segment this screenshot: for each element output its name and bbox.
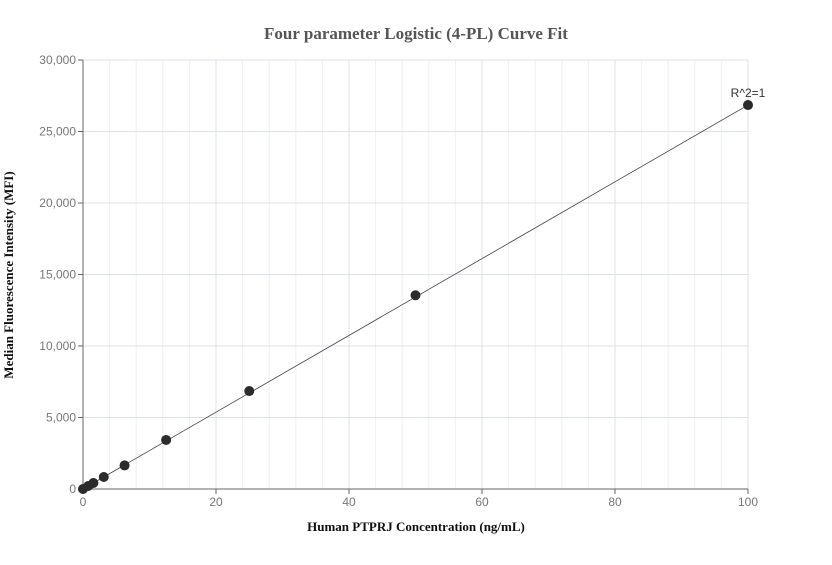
axes: 0 5,000 10,000 15,000 20,000 25,000 30,000 0 20 4… xyxy=(39,53,758,509)
x-tick-label: 40 xyxy=(342,495,356,509)
y-tick-label: 0 xyxy=(69,482,76,496)
x-tick-label: 0 xyxy=(80,495,87,509)
y-tick-label: 10,000 xyxy=(39,339,76,353)
x-tick-label: 100 xyxy=(738,495,758,509)
gridlines xyxy=(83,59,749,489)
y-tick-label: 15,000 xyxy=(39,268,76,282)
data-points xyxy=(78,100,753,494)
data-point xyxy=(119,460,130,471)
annotations: R^2=1 xyxy=(731,86,766,100)
y-tick-label: 30,000 xyxy=(39,53,76,67)
data-point xyxy=(410,290,421,301)
chart-title: Four parameter Logistic (4-PL) Curve Fit xyxy=(264,24,568,43)
data-point xyxy=(98,471,109,482)
y-tick-label: 20,000 xyxy=(39,196,76,210)
x-tick-label: 60 xyxy=(475,495,489,509)
x-axis-title: Human PTPRJ Concentration (ng/mL) xyxy=(307,519,525,534)
x-tick-label: 80 xyxy=(608,495,622,509)
x-tick-label: 20 xyxy=(209,495,223,509)
data-point xyxy=(743,100,753,111)
y-axis-title: Median Fluorescence Intensity (MFI) xyxy=(1,171,16,378)
y-tick-label: 5,000 xyxy=(46,411,76,425)
data-point xyxy=(161,434,172,445)
data-point xyxy=(244,386,255,397)
y-tick-label: 25,000 xyxy=(39,125,76,139)
r-squared-label: R^2=1 xyxy=(731,86,766,100)
data-point xyxy=(88,477,99,488)
